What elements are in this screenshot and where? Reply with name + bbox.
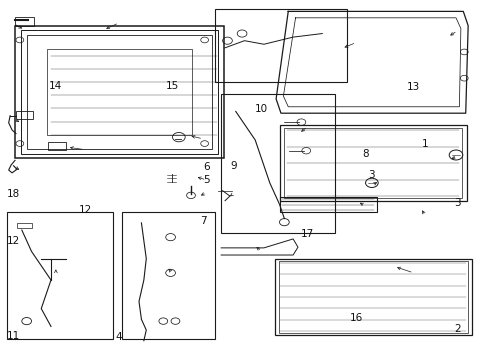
Text: 8: 8: [361, 149, 367, 159]
Text: 11: 11: [7, 332, 20, 342]
Text: 2: 2: [453, 324, 460, 334]
Bar: [284, 128, 461, 198]
Text: 16: 16: [349, 312, 362, 323]
Bar: [15, 26, 224, 158]
Text: 18: 18: [7, 189, 20, 199]
Text: 1: 1: [421, 139, 428, 149]
Bar: [17, 223, 31, 228]
Bar: [21, 30, 218, 154]
Text: 6: 6: [203, 162, 209, 172]
Text: 3: 3: [368, 170, 374, 180]
Bar: [27, 35, 211, 149]
Bar: [47, 142, 66, 150]
Text: 9: 9: [230, 161, 237, 171]
Text: 10: 10: [254, 104, 267, 113]
Bar: [215, 9, 346, 82]
Bar: [274, 258, 470, 336]
Bar: [7, 212, 113, 339]
Bar: [15, 18, 34, 26]
Bar: [122, 212, 215, 339]
Text: 14: 14: [49, 81, 62, 91]
Text: 7: 7: [200, 216, 206, 226]
Text: 17: 17: [301, 229, 314, 239]
Text: 3: 3: [453, 198, 460, 208]
Text: 12: 12: [78, 205, 91, 215]
Bar: [16, 111, 33, 119]
Text: 12: 12: [7, 237, 20, 247]
Bar: [279, 125, 466, 202]
Bar: [221, 94, 335, 233]
Text: 5: 5: [203, 175, 209, 185]
Bar: [46, 49, 192, 135]
Bar: [279, 197, 376, 212]
Text: 13: 13: [406, 82, 420, 92]
Text: 4: 4: [116, 332, 122, 342]
Text: 15: 15: [165, 81, 179, 91]
Bar: [278, 261, 467, 333]
